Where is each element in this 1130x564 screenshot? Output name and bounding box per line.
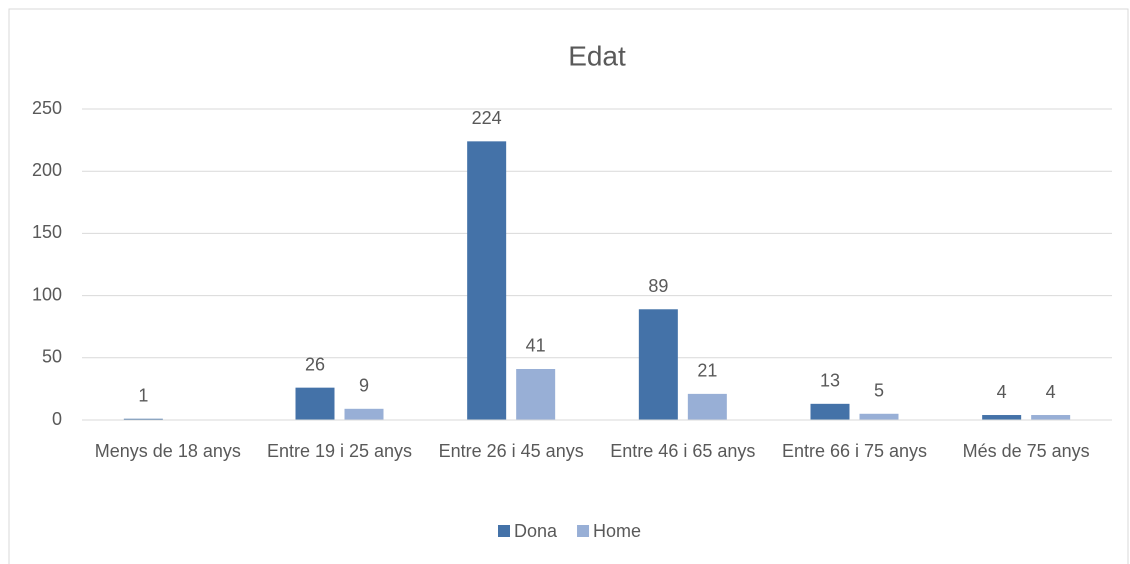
- bar: [123, 418, 163, 420]
- bar: [344, 408, 384, 420]
- data-label: 4: [1046, 382, 1056, 402]
- bar: [810, 403, 850, 420]
- bar: [295, 387, 335, 420]
- bar: [467, 141, 507, 420]
- chart-title: Edat: [568, 40, 626, 71]
- data-label: 4: [997, 382, 1007, 402]
- y-tick-label: 200: [32, 160, 62, 180]
- bar: [638, 309, 678, 420]
- x-tick-label: Entre 66 i 75 anys: [781, 441, 928, 461]
- bar: [687, 393, 727, 420]
- data-label: 21: [697, 361, 717, 381]
- legend-swatch: [577, 525, 590, 537]
- x-tick-label: Més de 75 anys: [962, 441, 1090, 461]
- x-tick-label: Entre 26 i 45 anys: [438, 441, 584, 461]
- bar: [982, 415, 1022, 420]
- data-label: 5: [874, 381, 884, 401]
- legend-label: Dona: [514, 521, 558, 541]
- bar: [516, 368, 556, 420]
- x-tick-label: Entre 19 i 25 anys: [266, 441, 413, 461]
- data-label: 224: [472, 108, 502, 128]
- y-tick-label: 0: [52, 409, 62, 429]
- x-tick-label: Entre 46 i 65 anys: [610, 441, 756, 461]
- y-tick-label: 150: [32, 222, 62, 242]
- chart-border: [8, 8, 1129, 564]
- y-tick-label: 100: [32, 284, 62, 304]
- data-label: 41: [526, 336, 546, 356]
- y-tick-label: 50: [42, 347, 62, 367]
- data-label: 13: [820, 371, 840, 391]
- data-label: 1: [138, 386, 148, 406]
- data-label: 9: [359, 376, 369, 396]
- data-label: 26: [305, 354, 325, 374]
- bar: [859, 413, 899, 420]
- data-label: 89: [648, 276, 668, 296]
- bar: [1031, 415, 1071, 420]
- legend-label: Home: [593, 521, 641, 541]
- y-tick-label: 250: [32, 98, 62, 118]
- legend-swatch: [498, 525, 510, 537]
- x-tick-label: Menys de 18 anys: [94, 441, 241, 461]
